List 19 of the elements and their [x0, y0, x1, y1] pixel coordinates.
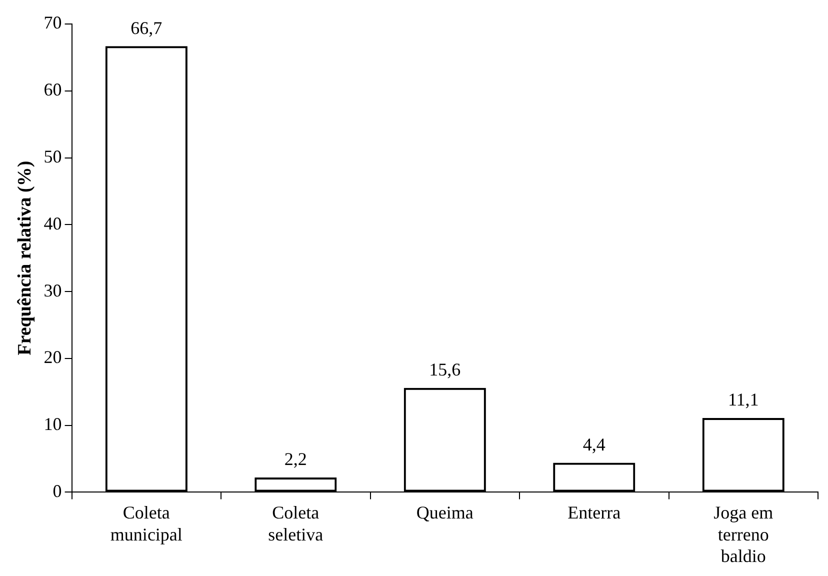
- y-tick-label: 30: [44, 280, 62, 300]
- data-label: 4,4: [582, 434, 606, 455]
- data-label: 11,1: [728, 390, 759, 410]
- y-tick-label: 40: [44, 213, 62, 234]
- data-label: 2,2: [284, 449, 307, 470]
- x-tick-label: Joga em terreno baldio: [714, 502, 774, 566]
- y-tick-label: 10: [44, 414, 62, 434]
- y-tick-label: 70: [44, 12, 62, 33]
- y-tick-label: 60: [44, 80, 62, 100]
- x-tick-label: Coleta municipal: [110, 502, 182, 544]
- y-tick-label: 0: [52, 480, 62, 501]
- data-label: 15,6: [429, 360, 461, 380]
- y-tick-label: 20: [44, 347, 62, 368]
- y-axis-title: Frequência relativa (%): [14, 160, 36, 356]
- y-tick-label: 50: [44, 146, 62, 167]
- x-tick-label: Enterra: [568, 502, 621, 523]
- data-label: 66,7: [130, 18, 162, 38]
- x-tick-label: Queima: [416, 502, 474, 523]
- x-tick-label: Coleta seletiva: [268, 502, 324, 544]
